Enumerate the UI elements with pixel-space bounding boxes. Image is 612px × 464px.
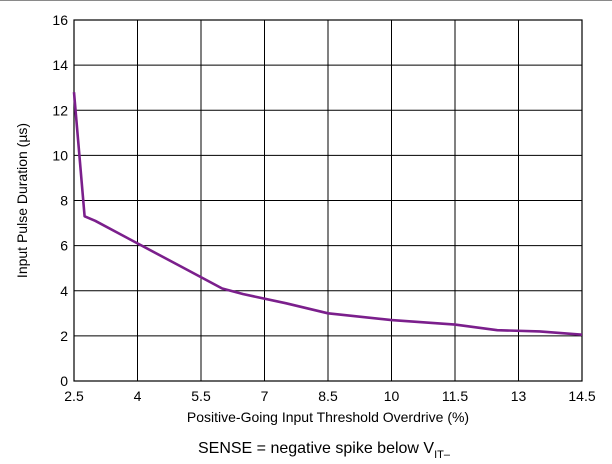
y-tick-label: 0: [60, 373, 68, 389]
x-tick-labels: 2.5 4 5.5 7 8.5 10 11.5 13 14.5: [64, 388, 596, 404]
y-tick-labels: 0 2 4 6 8 10 12 14 16: [52, 12, 68, 389]
x-tick-label: 10: [384, 388, 400, 404]
x-tick-label: 5.5: [191, 388, 211, 404]
caption-main: SENSE = negative spike below V: [198, 440, 434, 457]
x-axis-label: Positive-Going Input Threshold Overdrive…: [187, 409, 469, 425]
x-tick-label: 14.5: [568, 388, 595, 404]
y-tick-label: 2: [60, 328, 68, 344]
caption-subscript: IT–: [434, 449, 451, 461]
x-tick-label: 11.5: [442, 388, 468, 404]
x-tick-label: 13: [511, 388, 527, 404]
y-tick-label: 6: [60, 238, 68, 254]
y-tick-label: 10: [52, 147, 68, 163]
x-tick-label: 7: [261, 388, 269, 404]
chart-caption: SENSE = negative spike below VIT–: [198, 440, 451, 461]
top-rule: [0, 0, 612, 1]
x-tick-label: 4: [134, 388, 142, 404]
plot-frame: [73, 19, 583, 382]
x-tick-label: 8.5: [318, 388, 338, 404]
x-tick-label: 2.5: [64, 388, 84, 404]
y-axis-label: Input Pulse Duration (µs): [14, 123, 30, 278]
y-tick-label: 16: [52, 12, 68, 28]
y-tick-label: 14: [52, 57, 68, 73]
grid: [73, 19, 583, 382]
y-tick-label: 4: [60, 283, 68, 299]
series-line: [72, 92, 583, 336]
y-tick-label: 12: [52, 102, 68, 118]
y-tick-label: 8: [60, 193, 68, 209]
